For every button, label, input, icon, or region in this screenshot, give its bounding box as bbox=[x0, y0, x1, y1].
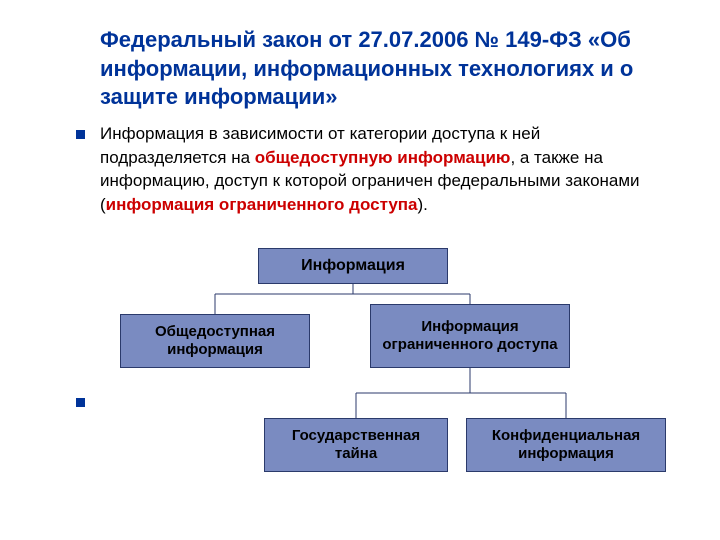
slide: Федеральный закон от 27.07.2006 № 149-ФЗ… bbox=[0, 0, 720, 540]
body-hl1: общедоступную информацию bbox=[255, 148, 511, 167]
body-hl2: информация ограниченного доступа bbox=[106, 195, 418, 214]
body-paragraph: Информация в зависимости от категории до… bbox=[100, 122, 670, 217]
body-post: ). bbox=[418, 195, 428, 214]
bullet-icon bbox=[76, 398, 85, 407]
bullet-icon bbox=[76, 130, 85, 139]
slide-title: Федеральный закон от 27.07.2006 № 149-ФЗ… bbox=[100, 26, 670, 112]
